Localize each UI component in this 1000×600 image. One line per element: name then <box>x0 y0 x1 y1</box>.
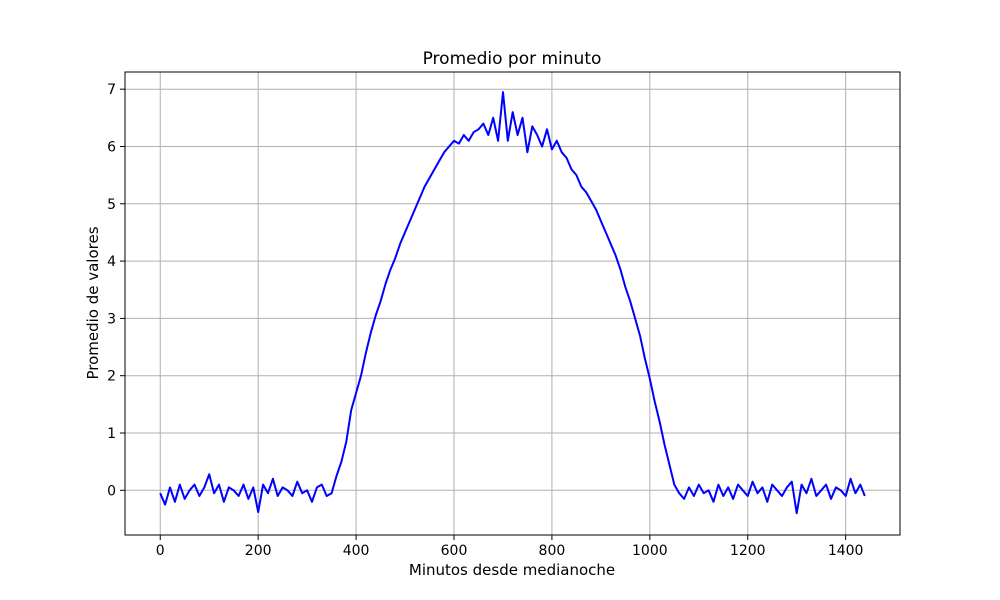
y-tick-label: 3 <box>107 311 116 327</box>
grid <box>125 72 900 535</box>
x-tick-label: 1000 <box>632 543 668 559</box>
series-line <box>159 91 866 515</box>
series-layer <box>159 91 866 515</box>
x-tick-label: 1200 <box>730 543 766 559</box>
x-tick-label: 600 <box>441 543 468 559</box>
y-tick-label: 2 <box>107 369 116 385</box>
x-axis: 0 200 400 600 800 1000 1200 1400 <box>156 535 864 559</box>
x-tick-label: 800 <box>539 543 566 559</box>
x-tick-label: 1400 <box>828 543 864 559</box>
x-tick-label: 200 <box>245 543 272 559</box>
y-tick-label: 1 <box>107 426 116 442</box>
y-tick-label: 4 <box>107 254 116 270</box>
y-axis-title: Promedio de valores <box>84 226 102 379</box>
y-axis: 0 1 2 3 4 5 6 7 <box>107 82 125 499</box>
x-tick-label: 400 <box>343 543 370 559</box>
plot-frame <box>124 71 901 536</box>
y-tick-label: 5 <box>107 197 116 213</box>
y-tick-label: 6 <box>107 139 116 155</box>
x-axis-title: Minutos desde medianoche <box>409 561 615 579</box>
y-tick-label: 7 <box>107 82 116 98</box>
x-tick-label: 0 <box>156 543 165 559</box>
y-tick-label: 0 <box>107 483 116 499</box>
chart-title: Promedio por minuto <box>423 49 602 69</box>
